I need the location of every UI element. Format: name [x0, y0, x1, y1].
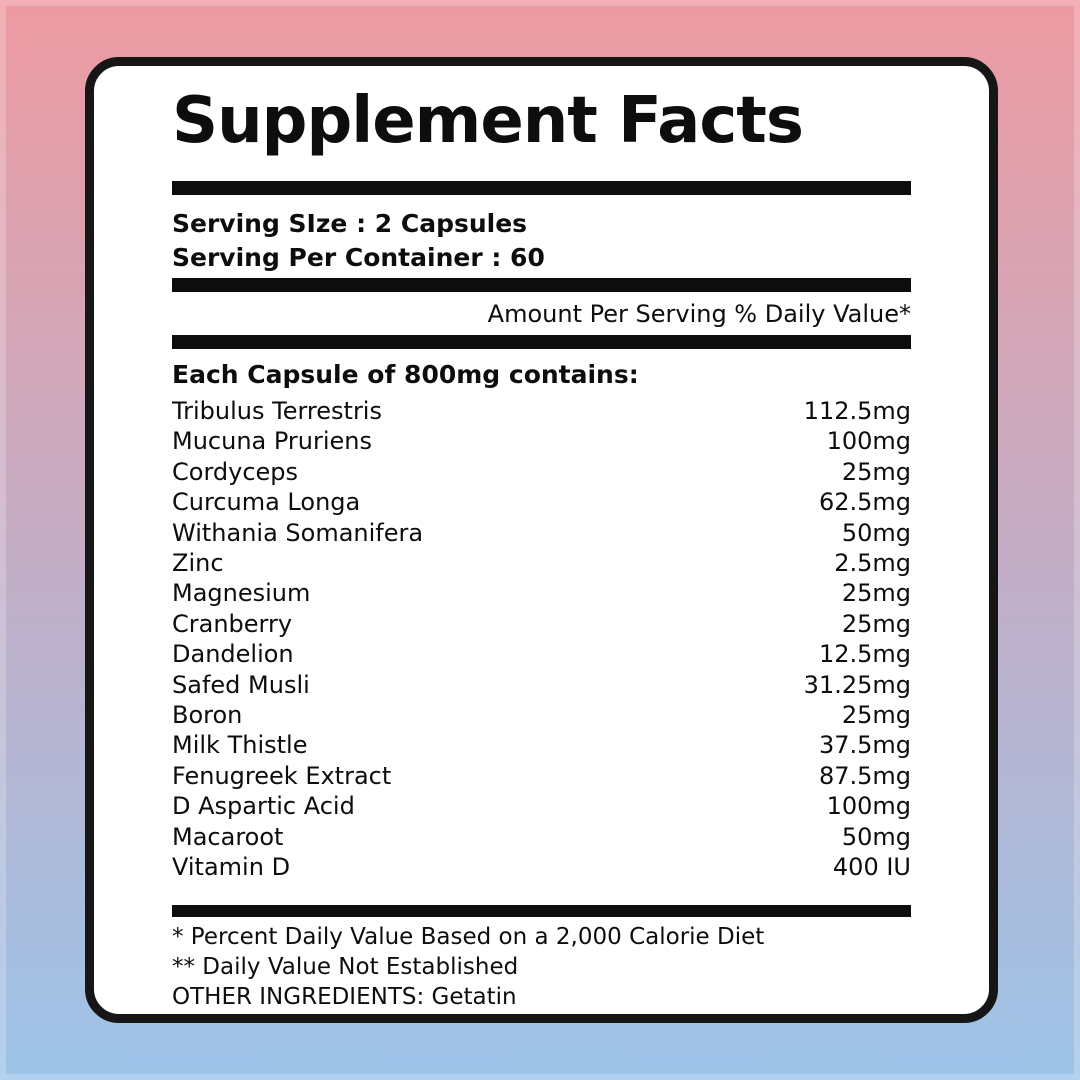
- ingredient-name: Milk Thistle: [172, 731, 308, 760]
- ingredient-row: Cordyceps 25mg: [172, 457, 911, 487]
- ingredient-name: Dandelion: [172, 640, 294, 669]
- ingredient-row: D Aspartic Acid 100mg: [172, 791, 911, 821]
- ingredient-name: Macaroot: [172, 822, 284, 851]
- ingredient-row: Cranberry 25mg: [172, 609, 911, 639]
- ingredient-amount: 112.5mg: [803, 397, 911, 425]
- ingredient-row: Vitamin D 400 IU: [172, 852, 911, 882]
- footnote-not-established: ** Daily Value Not Established: [172, 953, 519, 980]
- ingredient-name: Vitamin D: [172, 853, 291, 882]
- ingredient-amount: 25mg: [841, 579, 911, 608]
- ingredient-row: Withania Somanifera 50mg: [172, 518, 911, 548]
- ingredient-amount: 37.5mg: [818, 731, 911, 760]
- ingredient-amount: 400 IU: [832, 853, 911, 882]
- supplement-facts-card: Supplement Facts Serving SIze : 2 Capsul…: [85, 57, 998, 1023]
- ingredient-name: Magnesium: [172, 579, 311, 608]
- ingredient-amount: 50mg: [841, 822, 911, 851]
- ingredient-name: Zinc: [172, 549, 224, 578]
- footnotes: * Percent Daily Value Based on a 2,000 C…: [172, 922, 911, 1012]
- ingredient-amount: 100mg: [826, 427, 911, 456]
- ingredient-row: Mucuna Pruriens 100mg: [172, 426, 911, 456]
- ingredient-row: Magnesium 25mg: [172, 578, 911, 608]
- ingredient-amount: 87.5mg: [818, 761, 911, 790]
- ingredient-name: Fenugreek Extract: [172, 761, 392, 790]
- ingredient-row: Milk Thistle 37.5mg: [172, 730, 911, 760]
- ingredient-row: Tribulus Terrestris 112.5mg: [172, 396, 911, 426]
- ingredient-amount: 31.25mg: [803, 670, 911, 699]
- ingredient-name: Tribulus Terrestris: [172, 397, 382, 425]
- contains-heading: Each Capsule of 800mg contains:: [172, 360, 639, 389]
- ingredient-amount: 100mg: [826, 792, 911, 821]
- ingredient-row: Safed Musli 31.25mg: [172, 670, 911, 700]
- ingredient-row: Curcuma Longa 62.5mg: [172, 487, 911, 517]
- servings-per-container-text: Serving Per Container : 60: [172, 243, 545, 272]
- ingredient-amount: 25mg: [841, 457, 911, 486]
- divider-top: [172, 181, 911, 195]
- ingredient-name: Cordyceps: [172, 457, 299, 486]
- divider-amount: [172, 335, 911, 349]
- ingredient-row: Fenugreek Extract 87.5mg: [172, 761, 911, 791]
- ingredient-row: Boron 25mg: [172, 700, 911, 730]
- serving-size-text: Serving SIze : 2 Capsules: [172, 209, 528, 238]
- ingredient-name: Curcuma Longa: [172, 488, 361, 517]
- ingredient-amount: 12.5mg: [818, 640, 911, 669]
- ingredient-amount: 50mg: [841, 518, 911, 547]
- ingredient-amount: 2.5mg: [834, 549, 911, 578]
- amount-per-serving-header: Amount Per Serving % Daily Value*: [487, 300, 911, 328]
- ingredient-amount: 25mg: [841, 609, 911, 638]
- ingredient-row: Zinc 2.5mg: [172, 548, 911, 578]
- footnote-other-ingredients: OTHER INGREDIENTS: Getatin: [172, 983, 517, 1010]
- footnote-daily-value: * Percent Daily Value Based on a 2,000 C…: [172, 923, 765, 950]
- divider-serving: [172, 278, 911, 292]
- ingredient-amount: 25mg: [841, 701, 911, 730]
- ingredient-name: Withania Somanifera: [172, 518, 424, 547]
- ingredient-name: Cranberry: [172, 609, 293, 638]
- ingredient-name: D Aspartic Acid: [172, 792, 355, 821]
- ingredient-list: Tribulus Terrestris 112.5mg Mucuna Pruri…: [172, 396, 911, 883]
- ingredient-amount: 62.5mg: [818, 488, 911, 517]
- ingredient-row: Macaroot 50mg: [172, 822, 911, 852]
- ingredient-name: Safed Musli: [172, 670, 310, 699]
- serving-info: Serving SIze : 2 Capsules Serving Per Co…: [172, 207, 911, 275]
- page-title: Supplement Facts: [172, 84, 804, 158]
- ingredient-name: Mucuna Pruriens: [172, 427, 373, 456]
- divider-bottom: [172, 904, 911, 917]
- ingredient-row: Dandelion 12.5mg: [172, 639, 911, 669]
- ingredient-name: Boron: [172, 701, 243, 730]
